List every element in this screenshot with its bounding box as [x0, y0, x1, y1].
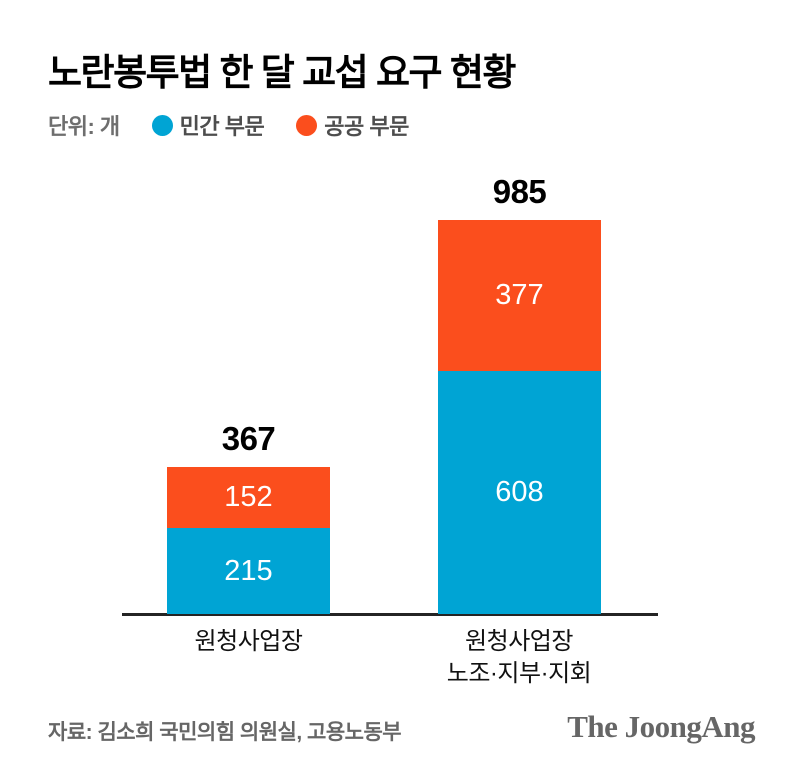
bar-woncheong: 367 152 215	[167, 420, 330, 614]
unit-label: 단위: 개	[48, 114, 120, 139]
bar-total-label: 985	[492, 173, 547, 211]
page-title: 노란봉투법 한 달 교섭 요구 현황	[48, 52, 516, 93]
source-credit: 자료: 김소희 국민의힘 의원실, 고용노동부	[48, 721, 402, 744]
segment-value: 608	[495, 475, 544, 508]
bar-segment-public: 152	[167, 467, 330, 528]
segment-value: 215	[224, 554, 273, 587]
legend-item-private: 민간 부문	[151, 109, 265, 141]
bar-segment-private: 608	[438, 370, 601, 614]
bar-segment-public: 377	[438, 220, 601, 371]
legend-dot-public-icon	[296, 114, 318, 136]
bar-woncheong-nojo: 985 377 608	[438, 173, 601, 614]
legend: 단위: 개 민간 부문 공공 부문	[48, 110, 409, 140]
x-axis-label-1: 원청사업장	[194, 628, 303, 655]
segment-value: 152	[224, 481, 273, 514]
stacked-bar-chart: 367 152 215 985 377 608	[122, 173, 658, 616]
legend-item-public: 공공 부문	[296, 109, 409, 141]
x-axis-line	[122, 613, 658, 616]
x-axis-label-2: 원청사업장 노조·지부·지회	[446, 628, 592, 688]
legend-dot-private-icon	[151, 114, 173, 136]
legend-label-private: 민간 부문	[179, 114, 265, 139]
bar-segment-private: 215	[167, 528, 330, 614]
bar-total-label: 367	[221, 420, 276, 458]
legend-label-public: 공공 부문	[324, 114, 409, 139]
joongang-logo: The JoongAng	[567, 709, 755, 744]
segment-value: 377	[495, 278, 544, 311]
